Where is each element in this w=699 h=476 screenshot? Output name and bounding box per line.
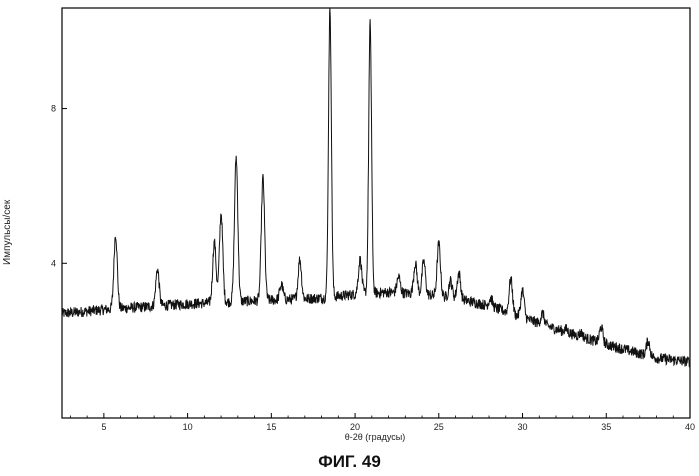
plot-frame xyxy=(62,8,690,418)
x-tick-label-40: 40 xyxy=(685,422,695,432)
y-axis-label: Импульсы/сек xyxy=(2,200,13,265)
x-tick-label-35: 35 xyxy=(601,422,611,432)
x-tick-label-10: 10 xyxy=(183,422,193,432)
x-tick-label-25: 25 xyxy=(434,422,444,432)
y-tick-label-8: 8 xyxy=(51,104,56,114)
x-axis-label: θ-2θ (градусы) xyxy=(300,432,450,442)
x-tick-label-5: 5 xyxy=(101,422,106,432)
x-tick-label-30: 30 xyxy=(518,422,528,432)
y-tick-label-4: 4 xyxy=(51,258,56,268)
figure-caption: ФИГ. 49 xyxy=(0,452,699,472)
x-tick-label-20: 20 xyxy=(350,422,360,432)
xrd-trace xyxy=(62,8,690,367)
x-tick-label-15: 15 xyxy=(266,422,276,432)
